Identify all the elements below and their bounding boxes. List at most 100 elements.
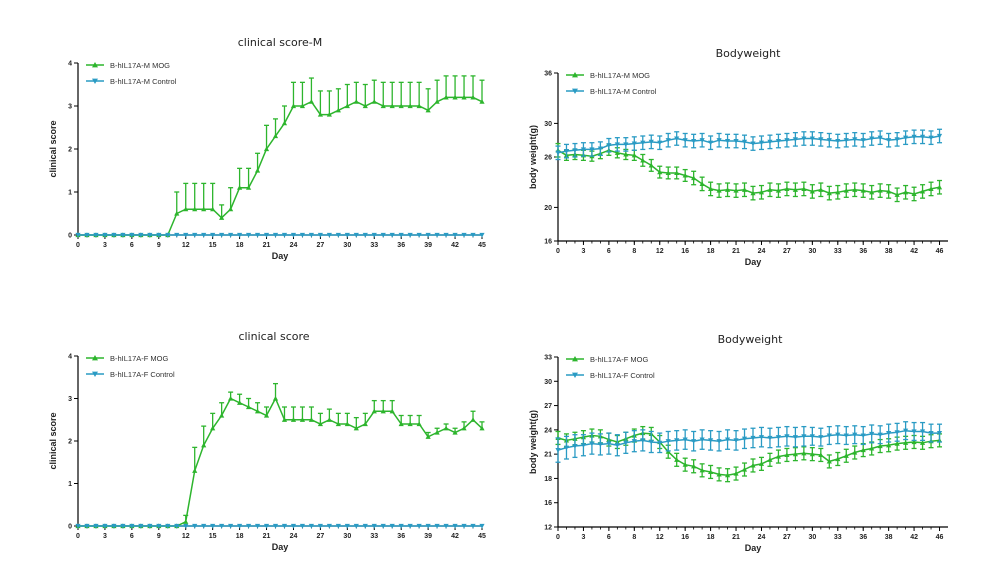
data-point (784, 186, 790, 191)
data-point (228, 395, 234, 401)
data-point (826, 138, 832, 143)
data-point (758, 435, 765, 440)
data-point (102, 523, 108, 529)
data-point (606, 441, 612, 447)
data-point (183, 206, 189, 212)
data-point (219, 412, 225, 418)
data-point (138, 232, 144, 238)
data-point (344, 421, 350, 427)
data-point (326, 112, 332, 117)
data-point (326, 417, 332, 422)
data-point (434, 232, 440, 238)
data-point (919, 188, 926, 194)
x-tick-label: 3 (103, 242, 107, 249)
data-point (835, 432, 841, 438)
data-point (903, 189, 909, 195)
data-point (589, 147, 595, 153)
data-point (640, 140, 646, 146)
x-tick-label: 18 (707, 248, 715, 255)
data-point (84, 523, 90, 529)
data-point (84, 232, 90, 238)
data-point (580, 147, 587, 153)
data-point (792, 451, 798, 457)
data-point (631, 439, 637, 444)
x-tick-label: 27 (317, 242, 325, 249)
data-point (344, 523, 350, 529)
data-point (425, 232, 431, 238)
data-point (589, 441, 595, 447)
data-point (716, 188, 722, 193)
x-tick-label: 36 (859, 248, 867, 255)
data-point (699, 467, 705, 473)
data-point (835, 456, 841, 462)
data-point (228, 206, 234, 212)
y-axis-label: clinical score (48, 412, 58, 469)
y-tick-label: 24 (544, 427, 552, 434)
data-point (631, 152, 637, 158)
x-tick-label: 9 (157, 533, 161, 540)
data-point (818, 452, 824, 458)
x-tick-label: 39 (424, 242, 432, 249)
data-point (344, 103, 350, 109)
data-point (290, 523, 297, 529)
data-point (563, 149, 570, 154)
data-point (237, 185, 243, 190)
data-point (648, 139, 654, 145)
data-point (281, 120, 288, 126)
data-point (750, 190, 756, 196)
data-point (111, 232, 117, 238)
data-point (792, 187, 798, 192)
x-tick-label: 15 (209, 533, 217, 540)
series-line (557, 429, 940, 451)
data-point (461, 523, 467, 529)
data-point (877, 188, 883, 193)
data-point (245, 185, 252, 190)
data-point (75, 232, 81, 238)
data-point (228, 523, 234, 529)
data-point (380, 103, 386, 109)
data-point (281, 523, 288, 529)
x-tick-label: 30 (808, 248, 816, 255)
data-point (263, 412, 270, 418)
data-point (470, 523, 476, 529)
x-tick-label: 36 (859, 534, 867, 541)
y-tick-label: 2 (68, 147, 72, 154)
data-point (299, 417, 306, 422)
x-tick-label: 16 (681, 248, 689, 255)
data-point (281, 417, 288, 422)
x-tick-label: 45 (478, 533, 486, 540)
data-point (674, 438, 680, 443)
data-point (192, 206, 198, 212)
data-point (371, 523, 377, 529)
x-tick-label: 9 (157, 242, 161, 249)
data-point (674, 170, 680, 176)
data-point (237, 400, 243, 405)
data-point (724, 472, 731, 478)
data-point (708, 438, 714, 443)
data-point (254, 232, 261, 238)
data-point (818, 187, 824, 192)
data-point (741, 187, 748, 192)
chart-title: clinical score-M (238, 36, 323, 49)
data-point (362, 421, 368, 427)
data-point (183, 523, 189, 529)
data-point (470, 94, 476, 100)
data-point (165, 232, 171, 238)
data-point (470, 232, 476, 238)
data-point (272, 523, 279, 529)
data-point (272, 232, 279, 238)
data-point (317, 112, 323, 117)
data-point (860, 447, 866, 453)
data-point (852, 449, 858, 455)
data-point (245, 404, 252, 410)
x-tick-label: 24 (290, 533, 298, 540)
data-point (254, 523, 261, 529)
data-point (416, 103, 422, 109)
data-point (299, 232, 306, 238)
data-point (219, 523, 225, 529)
x-tick-label: 21 (263, 533, 271, 540)
x-tick-label: 27 (783, 534, 791, 541)
y-tick-label: 1 (68, 481, 72, 488)
